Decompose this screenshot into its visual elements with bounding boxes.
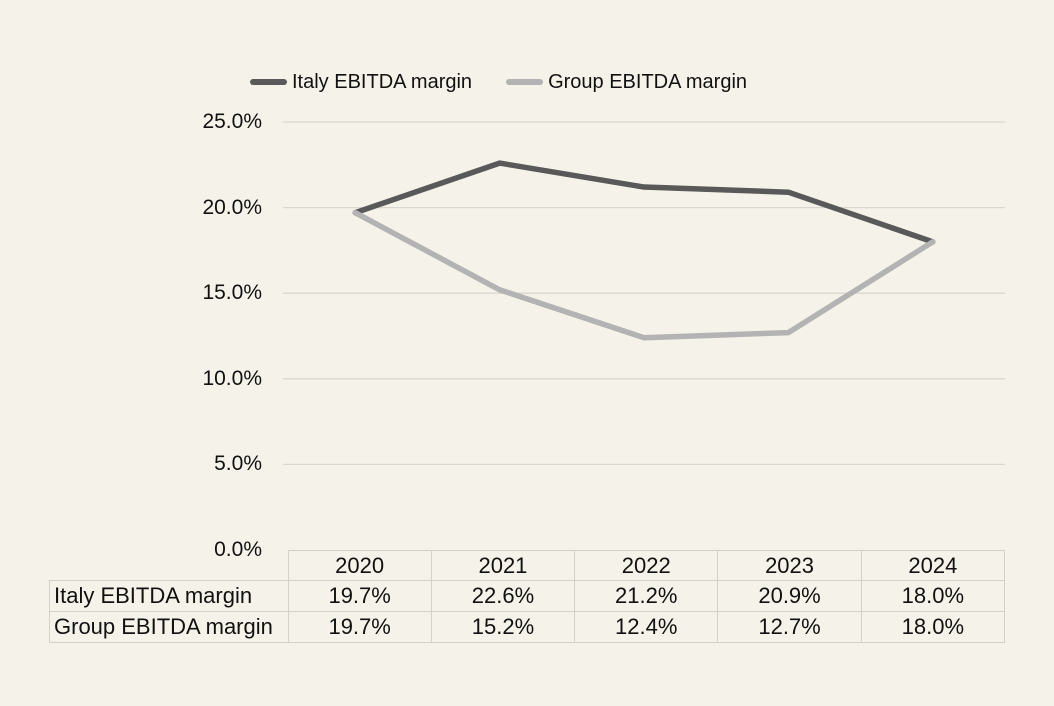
table-cell: 15.2% bbox=[430, 611, 576, 643]
table-year-header: 2020 bbox=[287, 550, 432, 581]
table-cell: 18.0% bbox=[860, 611, 1006, 643]
table-year-header: 2022 bbox=[574, 550, 719, 581]
table-row-label: Group EBITDA margin bbox=[49, 611, 289, 643]
legend-label-italy: Italy EBITDA margin bbox=[292, 71, 473, 93]
table-blank-corner bbox=[50, 551, 289, 581]
table-cell: 20.9% bbox=[717, 580, 862, 612]
table-cell: 19.7% bbox=[287, 611, 432, 643]
data-table-wrap: 2020 2021 2022 2023 2024 Italy EBITDA margin 1… bbox=[49, 550, 1006, 643]
table-cell: 21.2% bbox=[574, 580, 719, 612]
series-line-group bbox=[352, 209, 936, 341]
legend-label-group: Group EBITDA margin bbox=[548, 71, 748, 93]
group-line-swatch-icon bbox=[506, 79, 544, 85]
data-table: 2020 2021 2022 2023 2024 Italy EBITDA margin 1… bbox=[49, 550, 1006, 643]
table-row: Group EBITDA margin 19.7% 15.2% 12.4% 12.7% 1… bbox=[49, 611, 1006, 643]
chart-legend: Italy EBITDA margin Group EBITDA margin bbox=[250, 69, 747, 95]
legend-item-group: Group EBITDA margin bbox=[506, 69, 747, 95]
table-year-header: 2024 bbox=[860, 550, 1006, 581]
table-year-header: 2023 bbox=[717, 550, 862, 581]
y-axis-tick-label: 5.0% bbox=[214, 452, 262, 476]
series-line-italy bbox=[352, 160, 936, 245]
legend-item-italy: Italy EBITDA margin bbox=[250, 69, 472, 95]
table-cell: 22.6% bbox=[430, 580, 576, 612]
y-axis-tick-label: 20.0% bbox=[202, 195, 262, 219]
table-cell: 18.0% bbox=[860, 580, 1006, 612]
y-axis-tick-label: 0.0% bbox=[214, 538, 262, 561]
table-cell: 12.7% bbox=[717, 611, 862, 643]
y-axis-tick-label: 10.0% bbox=[202, 366, 262, 390]
italy-line-swatch-icon bbox=[250, 79, 287, 85]
table-cell: 19.7% bbox=[287, 580, 432, 612]
table-row-label: Italy EBITDA margin bbox=[49, 580, 289, 612]
table-row: Italy EBITDA margin 19.7% 22.6% 21.2% 20.9% 1… bbox=[49, 580, 1006, 612]
table-cell: 12.4% bbox=[574, 611, 719, 643]
table-year-header: 2021 bbox=[430, 550, 576, 581]
y-axis-tick-label: 15.0% bbox=[202, 281, 262, 305]
y-axis-tick-label: 25.0% bbox=[202, 110, 262, 133]
table-header-row: 2020 2021 2022 2023 2024 bbox=[50, 550, 1006, 581]
